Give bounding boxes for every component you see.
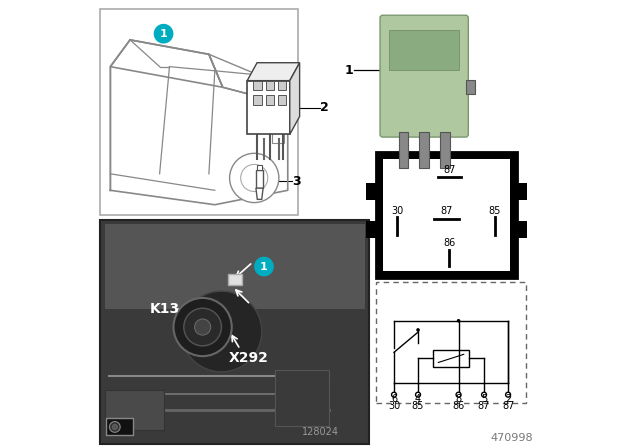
Bar xyxy=(105,224,365,309)
Circle shape xyxy=(230,153,279,202)
Bar xyxy=(266,95,274,105)
Bar xyxy=(419,132,429,168)
Circle shape xyxy=(392,392,396,397)
Circle shape xyxy=(254,257,274,276)
Bar xyxy=(228,274,242,285)
Text: 6: 6 xyxy=(391,394,397,404)
Circle shape xyxy=(506,392,511,397)
Text: 86: 86 xyxy=(452,401,465,411)
Circle shape xyxy=(241,164,268,191)
Text: 4: 4 xyxy=(415,394,421,404)
Circle shape xyxy=(181,291,262,372)
Bar xyxy=(399,132,408,168)
Circle shape xyxy=(457,319,460,323)
Circle shape xyxy=(173,298,232,356)
Bar xyxy=(466,80,474,94)
Text: 3: 3 xyxy=(292,175,301,188)
Text: 87: 87 xyxy=(478,401,490,411)
Bar xyxy=(275,370,329,426)
Bar xyxy=(100,220,369,444)
Bar xyxy=(106,418,132,435)
Text: 8: 8 xyxy=(456,394,461,404)
Text: 87: 87 xyxy=(502,401,515,411)
Bar xyxy=(257,165,262,170)
Bar xyxy=(247,81,290,134)
Bar xyxy=(100,9,298,215)
Text: 1: 1 xyxy=(160,29,168,39)
Polygon shape xyxy=(256,188,263,199)
Bar xyxy=(376,282,526,403)
Text: 87: 87 xyxy=(443,165,456,176)
Circle shape xyxy=(481,392,486,397)
Bar xyxy=(366,220,376,237)
Bar xyxy=(376,152,517,278)
Text: 87: 87 xyxy=(440,206,452,215)
Text: X292: X292 xyxy=(228,351,268,366)
Bar xyxy=(366,183,376,200)
Bar xyxy=(389,30,459,70)
Text: 30: 30 xyxy=(391,206,403,215)
Circle shape xyxy=(109,422,120,432)
Circle shape xyxy=(415,392,420,397)
Polygon shape xyxy=(290,63,300,134)
Bar xyxy=(266,81,274,90)
Bar xyxy=(278,81,285,90)
Bar xyxy=(383,159,510,271)
Text: 1: 1 xyxy=(345,64,353,77)
Bar xyxy=(517,220,527,237)
Circle shape xyxy=(416,328,420,332)
Bar xyxy=(517,183,527,200)
Circle shape xyxy=(154,24,173,43)
Bar xyxy=(440,132,450,168)
Text: 2: 2 xyxy=(505,394,511,404)
Text: 128024: 128024 xyxy=(302,427,339,437)
Circle shape xyxy=(456,392,461,397)
Text: K13: K13 xyxy=(150,302,180,316)
Text: 1: 1 xyxy=(260,262,268,271)
Bar xyxy=(253,81,262,90)
Bar xyxy=(278,95,285,105)
Text: 85: 85 xyxy=(488,206,500,215)
Polygon shape xyxy=(247,63,300,81)
Bar xyxy=(105,390,164,430)
Text: BMW: BMW xyxy=(417,44,431,50)
Bar xyxy=(256,170,263,188)
FancyBboxPatch shape xyxy=(380,15,468,137)
Text: 85: 85 xyxy=(412,401,424,411)
Bar xyxy=(272,122,284,143)
Text: 30: 30 xyxy=(388,401,400,411)
Circle shape xyxy=(112,424,118,430)
Text: 5: 5 xyxy=(481,394,487,404)
Circle shape xyxy=(195,319,211,335)
Text: 86: 86 xyxy=(444,238,456,248)
Bar xyxy=(253,95,262,105)
Text: 2: 2 xyxy=(320,101,328,114)
Bar xyxy=(433,350,469,366)
Circle shape xyxy=(184,308,221,346)
Text: 470998: 470998 xyxy=(490,433,533,443)
